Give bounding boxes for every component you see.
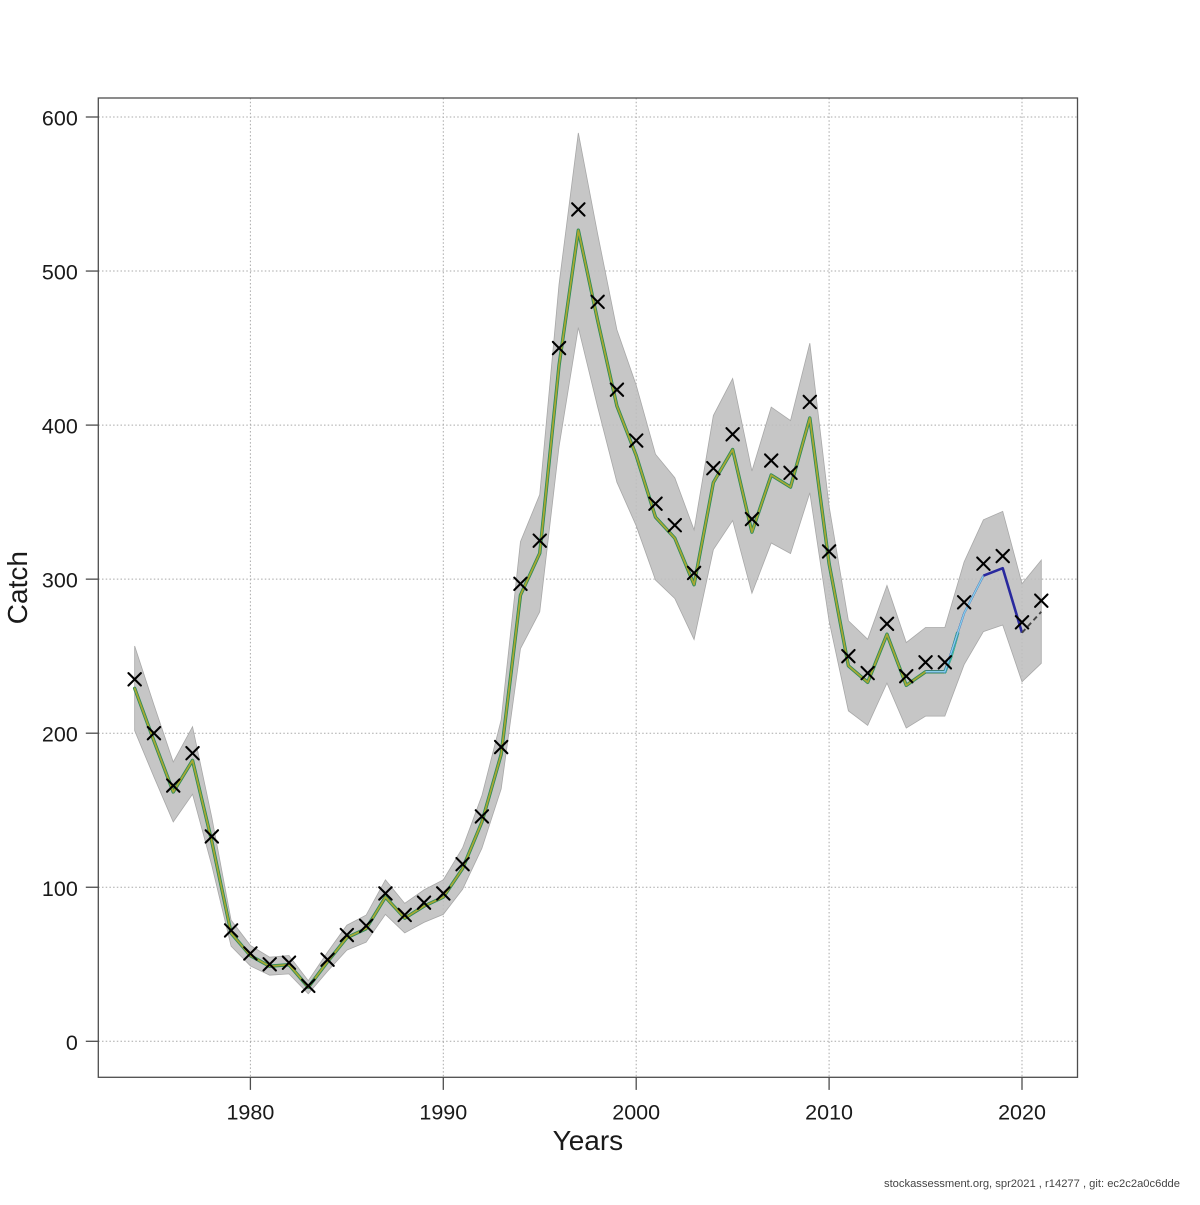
svg-text:100: 100: [42, 877, 78, 901]
svg-text:500: 500: [42, 261, 78, 285]
svg-text:200: 200: [42, 723, 78, 747]
svg-text:0: 0: [66, 1031, 78, 1055]
svg-text:Catch: Catch: [2, 551, 33, 624]
svg-text:300: 300: [42, 569, 78, 593]
svg-text:2020: 2020: [998, 1100, 1046, 1124]
svg-text:2000: 2000: [612, 1100, 660, 1124]
svg-text:400: 400: [42, 415, 78, 439]
svg-text:600: 600: [42, 107, 78, 131]
svg-text:1980: 1980: [226, 1100, 274, 1124]
svg-text:Years: Years: [553, 1125, 624, 1156]
svg-text:2010: 2010: [805, 1100, 853, 1124]
svg-text:stockassessment.org, spr2021 ,: stockassessment.org, spr2021 , r14277 , …: [884, 1178, 1180, 1190]
svg-text:1990: 1990: [419, 1100, 467, 1124]
